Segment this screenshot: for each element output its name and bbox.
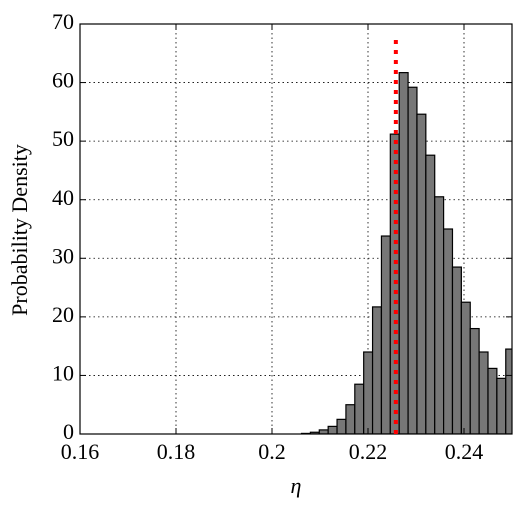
histogram-bar: [345, 404, 356, 434]
histogram-bar: [443, 228, 454, 434]
x-tick-label: 0.24: [445, 439, 484, 464]
histogram-bar: [460, 301, 471, 434]
y-tick-label: 0: [63, 419, 74, 444]
histogram-bar: [496, 377, 507, 434]
y-tick-label: 70: [52, 9, 74, 34]
histogram-bar: [354, 383, 365, 434]
x-tick-label: 0.16: [61, 439, 100, 464]
y-tick-label: 20: [52, 302, 74, 327]
histogram-bar: [434, 196, 445, 434]
histogram-bar: [363, 351, 374, 434]
histogram-bar: [505, 348, 512, 434]
histogram-bar: [425, 154, 436, 434]
y-axis-label: Probability Density: [7, 144, 32, 316]
histogram-bar: [478, 351, 489, 434]
histogram-bar: [371, 306, 383, 434]
histogram-bar: [327, 425, 338, 434]
histogram-bar: [318, 429, 329, 434]
histogram-bar: [389, 133, 400, 434]
histogram-bar: [469, 327, 480, 434]
histogram-bar: [398, 72, 409, 434]
x-tick-label: 0.18: [157, 439, 196, 464]
histogram-bar: [451, 266, 462, 434]
y-tick-label: 30: [52, 243, 74, 268]
y-tick-label: 50: [52, 126, 74, 151]
plot-frame: [79, 23, 513, 435]
y-tick-label: 10: [52, 360, 74, 385]
histogram-bar: [336, 418, 347, 434]
y-tick-label: 60: [52, 68, 74, 93]
histogram-bar: [407, 86, 418, 434]
histogram-bar: [416, 113, 427, 434]
x-tick-label: 0.2: [258, 439, 286, 464]
x-tick-label: 0.22: [349, 439, 388, 464]
y-tick-label: 40: [52, 185, 74, 210]
x-axis-label: η: [291, 473, 302, 498]
histogram-bar: [380, 235, 391, 434]
histogram-bar: [487, 367, 498, 434]
